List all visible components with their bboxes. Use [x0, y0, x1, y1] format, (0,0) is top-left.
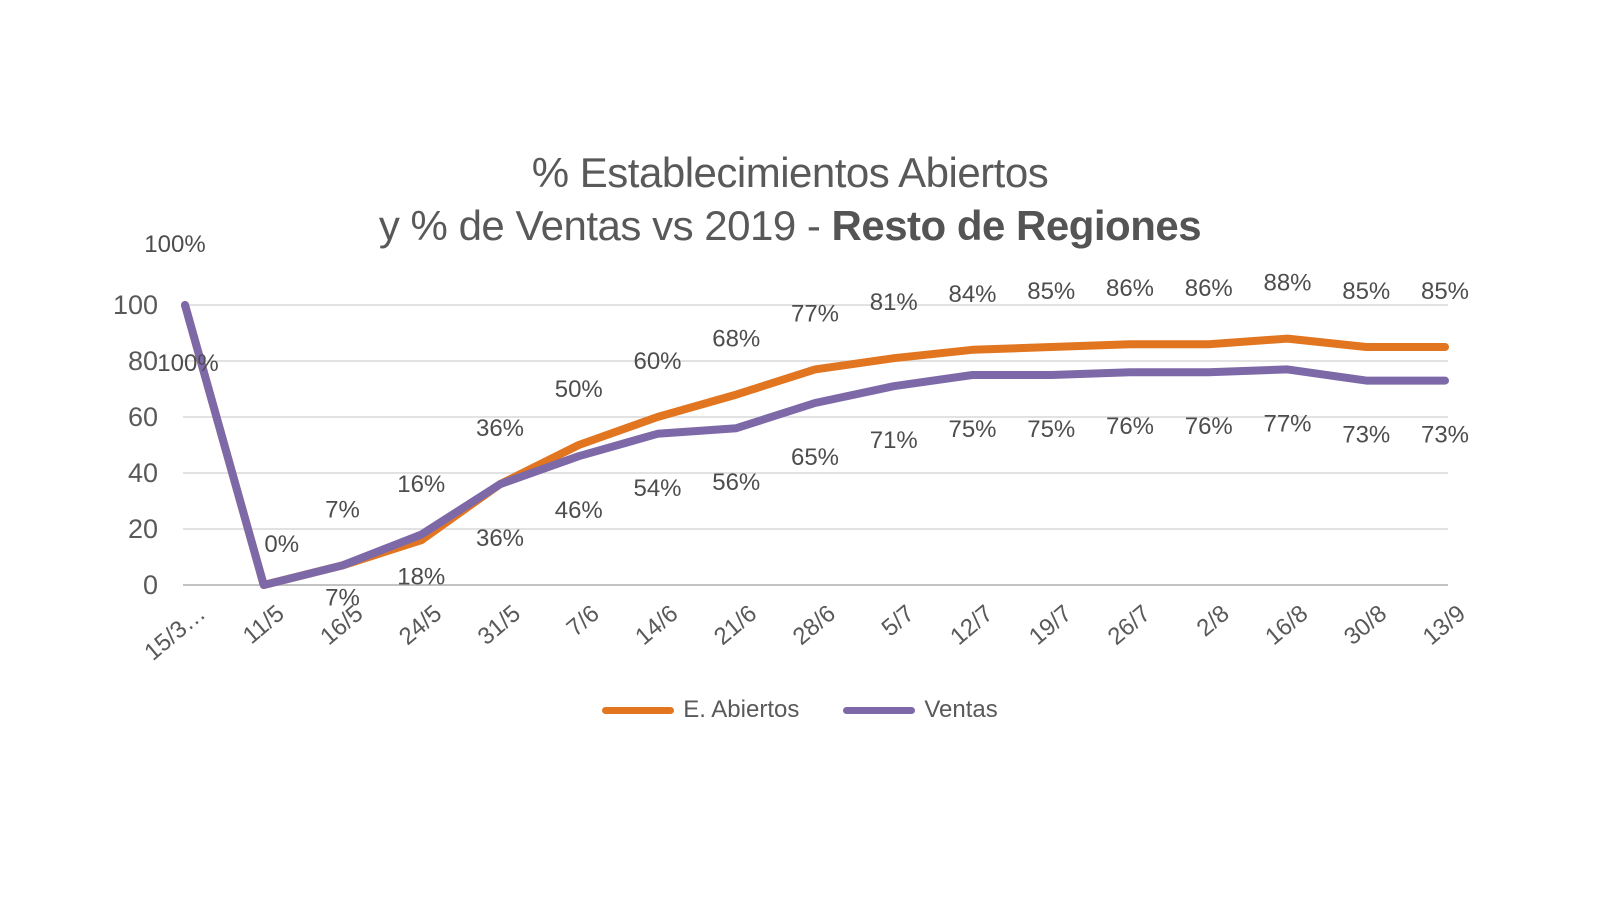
data-label-ventas: 56%	[712, 469, 760, 496]
x-tick-label: 13/9	[1418, 600, 1471, 651]
y-tick-label: 80	[128, 346, 158, 376]
legend-label-e-abiertos: E. Abiertos	[683, 696, 800, 723]
x-tick-label: 7/6	[562, 600, 605, 642]
x-tick-label: 28/6	[788, 600, 841, 651]
chart-legend: E. Abiertos Ventas	[0, 696, 1600, 724]
x-tick-label: 24/5	[394, 600, 447, 651]
data-label-e-abiertos: 81%	[870, 289, 918, 316]
data-label-e-abiertos: 88%	[1263, 270, 1311, 297]
data-labels: 100% 0% 7% 16% 36% 50% 60% 68% 77% 81% 84% 85% 86% 86…	[144, 231, 1469, 611]
x-axis-labels: 15/3… 11/5 16/5 24/5 31/5 7/6 14/6 21/6 28/6 5/7 1…	[139, 600, 1471, 666]
legend-item-ventas: Ventas	[843, 696, 998, 724]
y-tick-label: 100	[113, 290, 158, 320]
x-tick-label: 15/3…	[139, 600, 211, 666]
gridlines	[183, 304, 1448, 586]
x-tick-label: 19/7	[1024, 600, 1077, 651]
data-label-e-abiertos: 60%	[633, 348, 681, 375]
data-label-e-abiertos: 7%	[325, 496, 360, 523]
x-tick-label: 2/8	[1192, 600, 1235, 642]
y-tick-label: 20	[128, 514, 158, 544]
data-label-e-abiertos: 50%	[555, 376, 603, 403]
data-label-ventas: 36%	[476, 525, 524, 552]
x-tick-label: 31/5	[473, 600, 526, 651]
data-label-ventas: 7%	[325, 584, 360, 611]
data-label-e-abiertos: 77%	[791, 300, 839, 327]
x-tick-label: 11/5	[238, 600, 290, 650]
chart-title-line2-normal: y % de Ventas vs 2019 -	[378, 202, 832, 249]
data-label-e-abiertos: 85%	[1421, 278, 1469, 305]
x-tick-label: 14/6	[630, 600, 683, 651]
y-tick-label: 40	[128, 458, 158, 488]
x-tick-label: 21/6	[709, 600, 762, 651]
data-label-ventas: 46%	[555, 497, 603, 524]
data-label-ventas: 75%	[1027, 416, 1075, 443]
x-tick-label: 16/8	[1260, 600, 1313, 651]
y-tick-label: 60	[128, 402, 158, 432]
data-label-ventas: 76%	[1106, 413, 1154, 440]
data-label-e-abiertos: 84%	[948, 281, 996, 308]
data-label-e-abiertos: 100%	[144, 231, 205, 258]
data-label-ventas: 75%	[948, 416, 996, 443]
data-label-e-abiertos: 16%	[397, 471, 445, 498]
data-label-e-abiertos: 85%	[1027, 278, 1075, 305]
data-label-e-abiertos: 36%	[476, 415, 524, 442]
data-label-e-abiertos: 85%	[1342, 278, 1390, 305]
chart-title-line2: y % de Ventas vs 2019 - Resto de Regione…	[0, 199, 1580, 252]
data-label-ventas: 77%	[1263, 410, 1311, 437]
x-tick-label: 26/7	[1103, 600, 1156, 651]
x-tick-label: 5/7	[877, 600, 920, 642]
x-tick-label: 16/5	[315, 600, 368, 651]
data-label-e-abiertos: 86%	[1185, 275, 1233, 302]
data-label-e-abiertos: 68%	[712, 326, 760, 353]
y-axis-labels: 0 20 40 60 80 100	[113, 290, 158, 600]
e-abiertos-line-swatch-icon	[602, 706, 675, 714]
data-label-ventas: 73%	[1421, 422, 1469, 449]
chart-title-line1: % Establecimientos Abiertos	[531, 149, 1049, 196]
x-tick-label: 30/8	[1339, 600, 1392, 651]
data-label-ventas: 65%	[791, 444, 839, 471]
data-label-ventas: 100%	[157, 350, 218, 377]
y-tick-label: 0	[143, 570, 158, 600]
x-tick-label: 12/7	[945, 600, 998, 651]
legend-label-ventas: Ventas	[924, 696, 998, 723]
series-line-ventas	[181, 301, 1449, 589]
legend-item-e-abiertos: E. Abiertos	[602, 696, 799, 724]
ventas-line-swatch-icon	[843, 706, 916, 714]
data-label-e-abiertos: 86%	[1106, 275, 1154, 302]
data-label-ventas: 54%	[633, 475, 681, 502]
data-label-e-abiertos: 0%	[264, 531, 299, 558]
data-label-ventas: 76%	[1185, 413, 1233, 440]
chart-title-line2-bold: Resto de Regiones	[831, 202, 1202, 249]
chart-title: % Establecimientos Abiertos y % de Venta…	[0, 146, 1580, 252]
data-label-ventas: 73%	[1342, 422, 1390, 449]
data-label-ventas: 71%	[870, 427, 918, 454]
data-label-ventas: 18%	[397, 564, 445, 591]
